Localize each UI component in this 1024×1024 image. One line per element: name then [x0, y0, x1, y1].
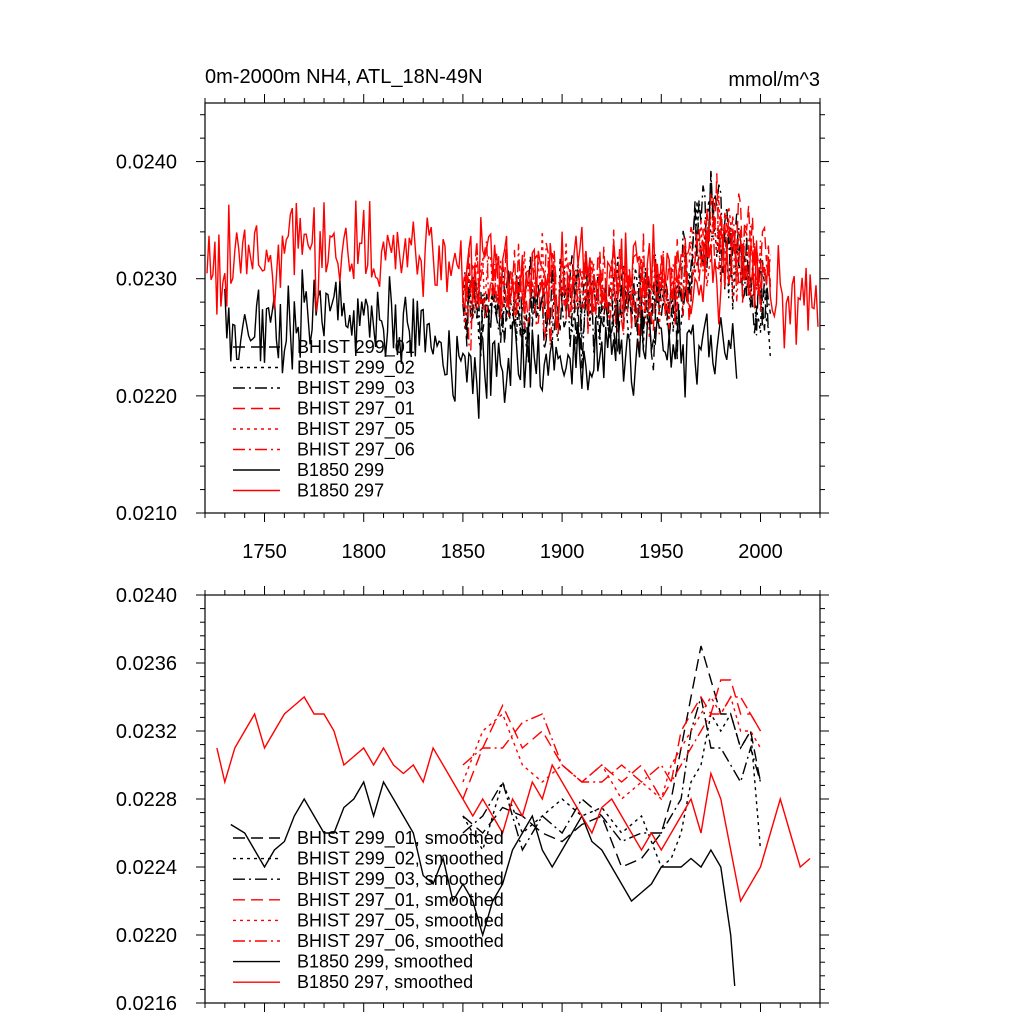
x-tick-label: 1800 [341, 541, 386, 563]
legend-label: BHIST 299_01, smoothed [297, 828, 504, 849]
legend-label: BHIST 299_03, smoothed [297, 869, 504, 890]
chart-units: mmol/m^3 [728, 69, 820, 91]
y-tick-label: 0.0220 [116, 925, 177, 947]
legend-label: B1850 299 [297, 460, 384, 480]
plot-1: 1750 1800 1850 1900 1950 2000 0.0210 0.0220 0.02… [116, 94, 829, 563]
legend-label: BHIST 299_01 [297, 337, 415, 358]
x-tick-label: 1950 [639, 541, 684, 563]
series-group [216, 645, 811, 987]
series-line-2 [462, 712, 762, 869]
legend-label: B1850 297, smoothed [297, 972, 473, 992]
series-line-3 [462, 696, 762, 852]
y-tick-label: 0.0216 [116, 993, 177, 1015]
x-tick-label: 1900 [540, 541, 585, 563]
series-line-8 [216, 695, 811, 903]
y-tick-label: 0.0236 [116, 653, 177, 675]
legend-label: BHIST 297_05, smoothed [297, 910, 504, 931]
legend-label: BHIST 297_06, smoothed [297, 931, 504, 952]
y-tick-label: 0.0230 [116, 269, 177, 291]
series-line-1 [462, 645, 762, 868]
series-line-6 [462, 215, 772, 351]
legend-label: BHIST 299_02, smoothed [297, 849, 504, 870]
plot-frame [204, 102, 821, 514]
plot-2: 0.0216 0.0220 0.0224 0.0228 0.0232 0.0236 0.02… [116, 585, 829, 1015]
legend-label: BHIST 299_03 [297, 378, 415, 399]
x-tick-label: 1750 [242, 541, 287, 563]
series-group [206, 170, 819, 419]
series-line-7 [224, 269, 738, 419]
x-tick-label: 1850 [441, 541, 486, 563]
legend-label: BHIST 297_06 [297, 440, 415, 461]
y-tick-label: 0.0224 [116, 857, 177, 879]
y-tick-label: 0.0240 [116, 585, 177, 607]
x-tick-label: 2000 [738, 541, 783, 563]
y-tick-label: 0.0240 [116, 152, 177, 174]
series-line-8 [206, 200, 819, 349]
legend-label: B1850 297 [297, 481, 384, 501]
series-line-7 [230, 780, 736, 987]
legend-label: BHIST 297_01 [297, 399, 415, 420]
y-tick-label: 0.0232 [116, 721, 177, 743]
legend-label: B1850 299, smoothed [297, 952, 473, 972]
y-tick-label: 0.0220 [116, 386, 177, 408]
y-tick-label: 0.0228 [116, 789, 177, 811]
y-tick-label: 0.0210 [116, 503, 177, 525]
legend-label: BHIST 299_02 [297, 358, 415, 379]
chart-title: 0m-2000m NH4, ATL_18N-49N [205, 66, 483, 88]
series-line-6 [462, 696, 762, 784]
series-line-4 [462, 679, 762, 801]
legend-label: BHIST 297_01, smoothed [297, 890, 504, 911]
series-line-5 [462, 695, 762, 801]
legend-label: BHIST 297_05 [297, 419, 415, 440]
